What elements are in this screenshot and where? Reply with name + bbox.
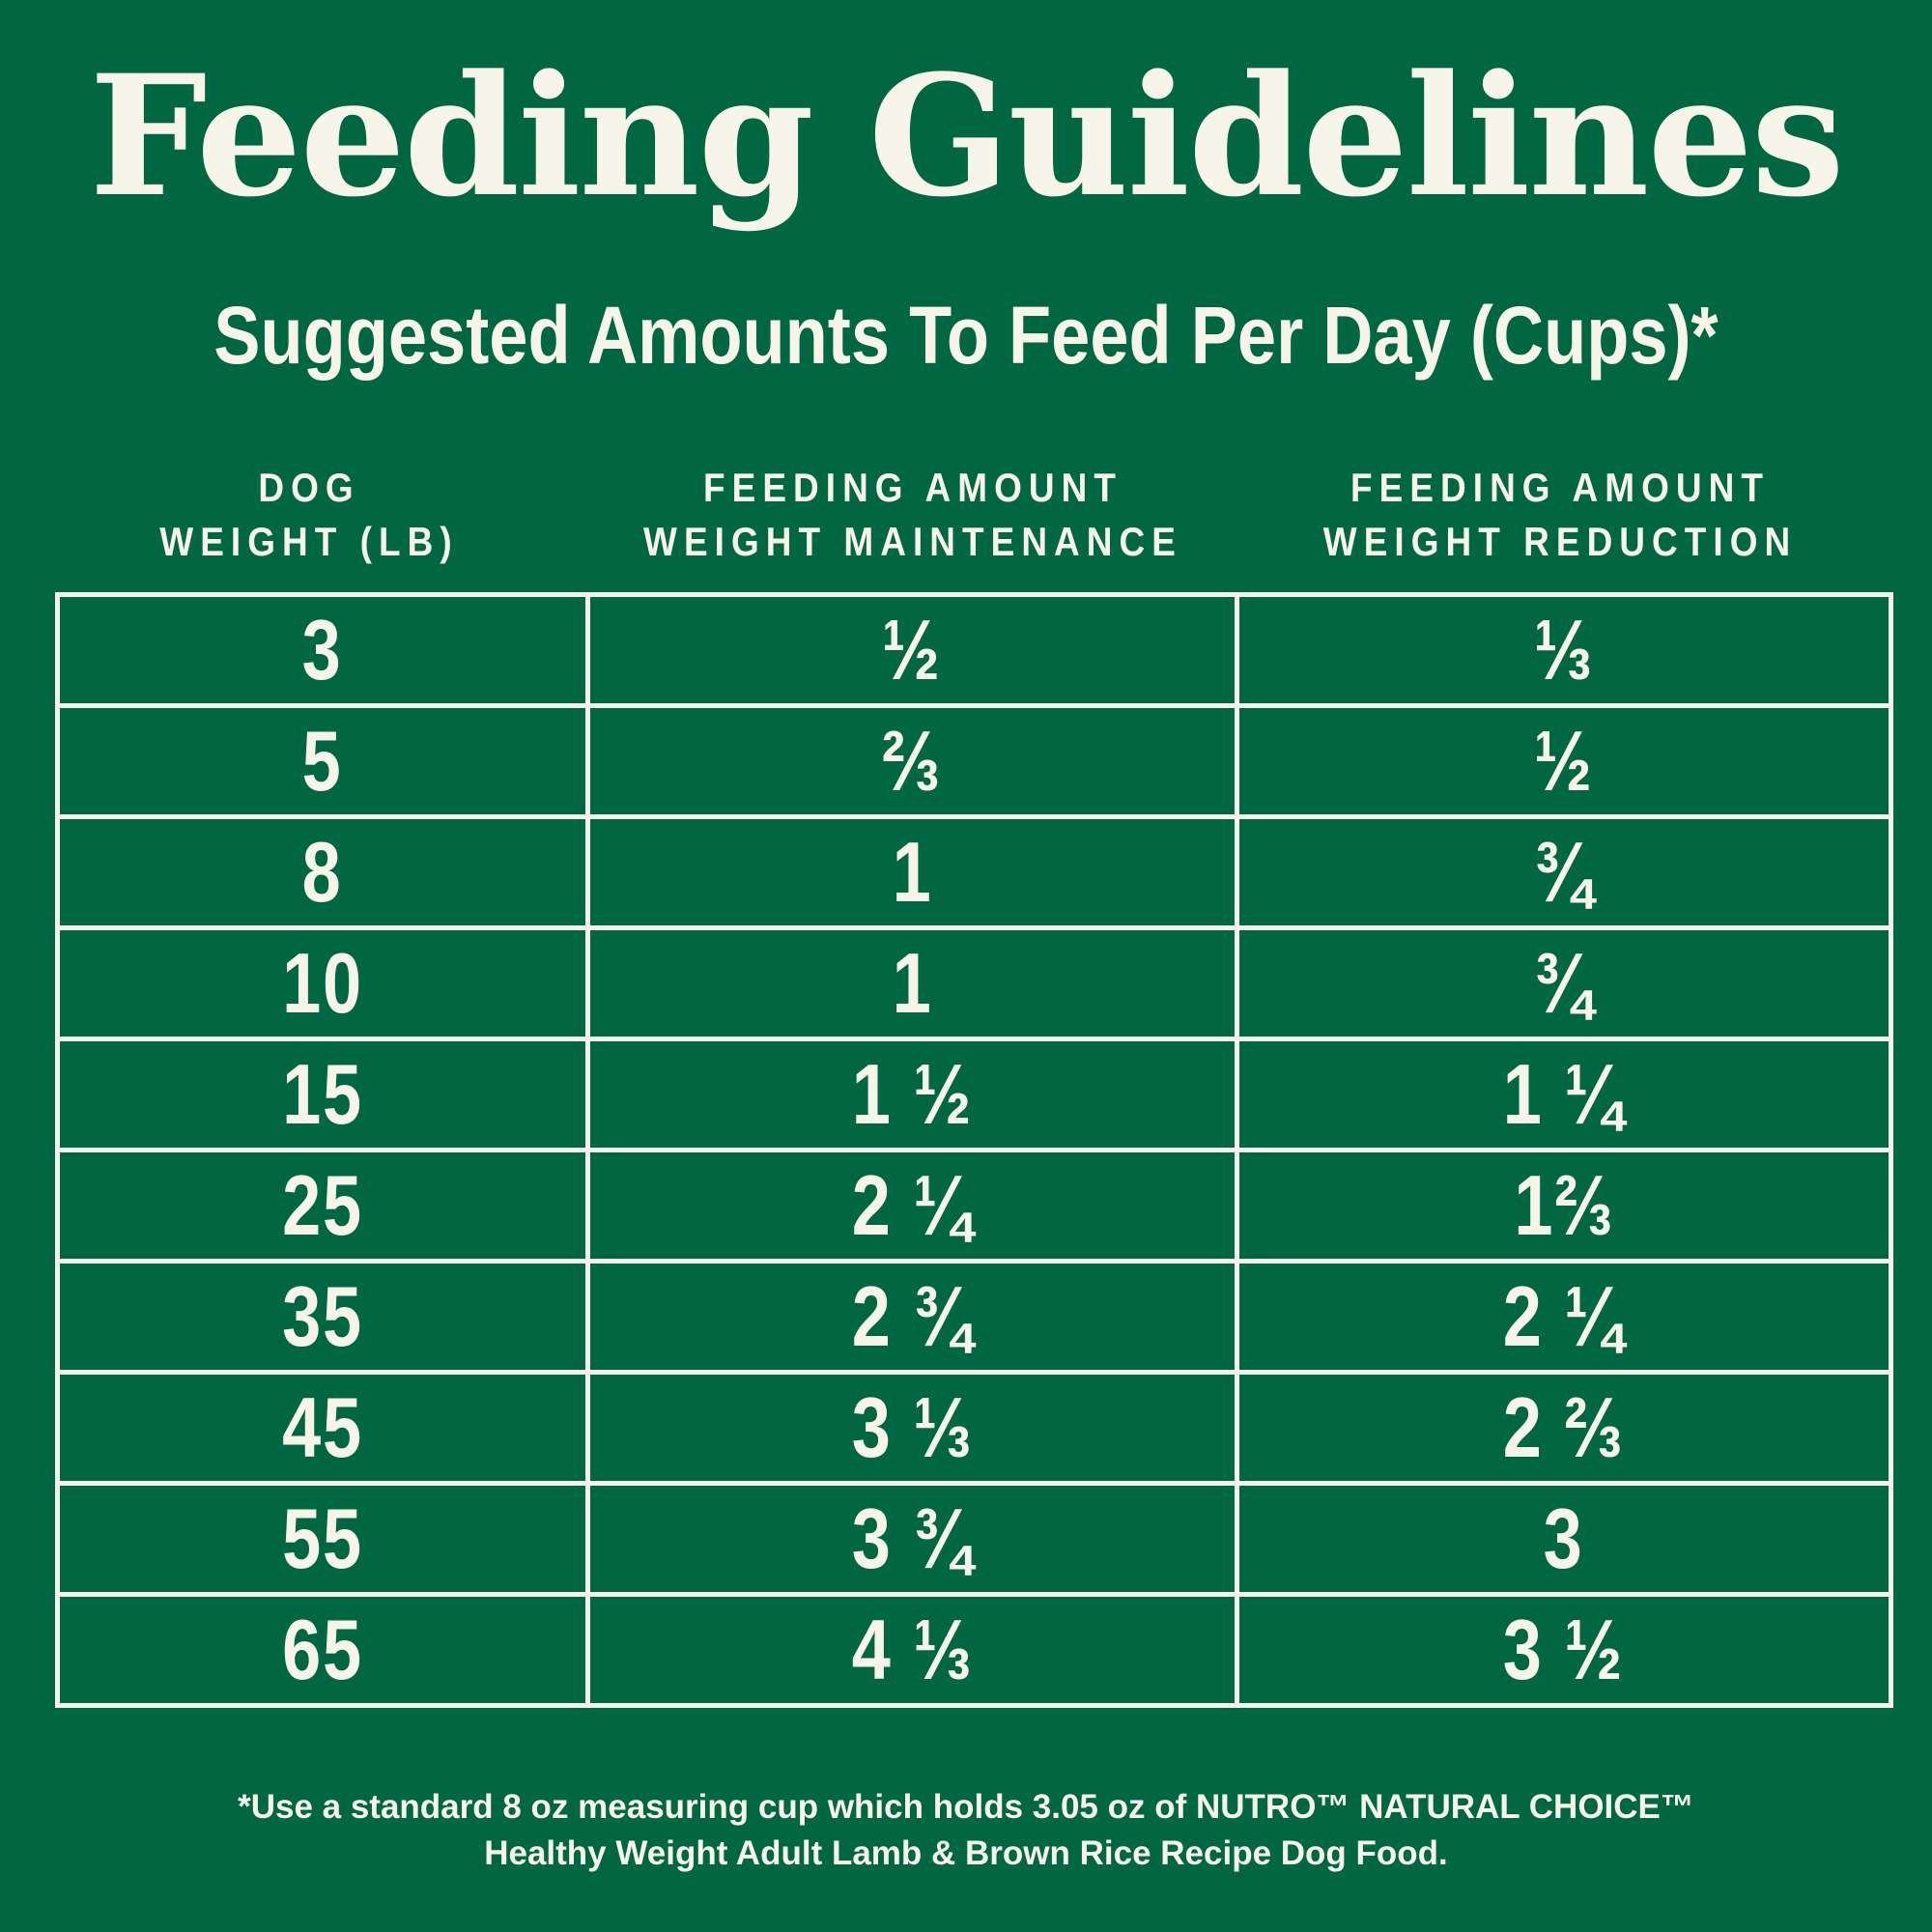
table-cell-reduction: 2 ⅔ xyxy=(1236,1372,1889,1487)
table-cell-dog-weight: 15 xyxy=(60,1038,590,1152)
table-cell-maintenance: 1 xyxy=(587,927,1239,1041)
table-cell-dog-weight: 10 xyxy=(60,927,590,1041)
table-cell-reduction: 2 ¼ xyxy=(1236,1261,1889,1376)
table-row: 45 3 ⅓ 2 ⅔ xyxy=(60,1372,1889,1487)
column-header-dog-weight: DOG WEIGHT (LB) xyxy=(88,461,530,569)
table-row: 35 2 ¾ 2 ¼ xyxy=(60,1261,1889,1376)
table-cell-dog-weight: 45 xyxy=(60,1372,590,1487)
table-cell-reduction: 3 ½ xyxy=(1236,1595,1889,1703)
table-cell-dog-weight: 3 xyxy=(60,597,590,708)
cell-value: 4 ⅓ xyxy=(851,1602,973,1698)
table-row: 55 3 ¾ 3 xyxy=(60,1483,1889,1598)
cell-value: 25 xyxy=(281,1157,363,1253)
cell-value: 2 ⅔ xyxy=(1503,1379,1625,1476)
cell-value: 3 xyxy=(1543,1491,1584,1587)
table-cell-maintenance: 3 ⅓ xyxy=(587,1372,1239,1487)
table-row: 10 1 ¾ xyxy=(60,927,1889,1041)
table-cell-reduction: 3 xyxy=(1236,1483,1889,1598)
cell-value: 45 xyxy=(281,1379,363,1476)
table-cell-maintenance: ⅔ xyxy=(587,705,1239,819)
table-cell-maintenance: 2 ¼ xyxy=(587,1150,1239,1264)
cell-value: 2 ¾ xyxy=(851,1268,973,1365)
table-row: 5 ⅔ ½ xyxy=(60,705,1889,819)
cell-value: 8 xyxy=(301,823,343,920)
cell-value: 2 ¼ xyxy=(1503,1268,1625,1365)
cell-value: ½ xyxy=(882,601,942,697)
cell-value: 55 xyxy=(281,1491,363,1587)
column-header-line-2: WEIGHT REDUCTION xyxy=(1322,519,1798,564)
cell-value: ⅓ xyxy=(1533,601,1594,697)
feeding-table: 3 ½ ⅓ 5 ⅔ ½ 8 1 ¾ 10 1 ¾ xyxy=(55,592,1893,1708)
table-cell-dog-weight: 35 xyxy=(60,1261,590,1376)
column-header-weight-maintenance: FEEDING AMOUNT WEIGHT MAINTENANCE xyxy=(607,461,1219,569)
table-cell-maintenance: 3 ¾ xyxy=(587,1483,1239,1598)
column-header-line-2: WEIGHT (LB) xyxy=(159,519,459,564)
table-cell-dog-weight: 65 xyxy=(60,1594,590,1703)
cell-value: ¾ xyxy=(1533,823,1594,920)
table-cell-maintenance: 1 ½ xyxy=(587,1038,1239,1152)
cell-value: 65 xyxy=(281,1602,363,1698)
table-cell-maintenance: ½ xyxy=(587,597,1239,708)
page-title: Feeding Guidelines xyxy=(89,38,1844,234)
cell-value: 2 ¼ xyxy=(851,1157,973,1253)
cell-value: 3 xyxy=(301,601,343,697)
cell-value: 1 xyxy=(892,823,932,920)
table-cell-maintenance: 4 ⅓ xyxy=(587,1594,1239,1703)
table-row: 8 1 ¾ xyxy=(60,816,1889,930)
table-cell-dog-weight: 8 xyxy=(60,816,590,930)
cell-value: ½ xyxy=(1533,712,1594,809)
column-header-line-2: WEIGHT MAINTENANCE xyxy=(643,519,1182,564)
column-header-weight-reduction: FEEDING AMOUNT WEIGHT REDUCTION xyxy=(1275,461,1845,569)
table-cell-dog-weight: 25 xyxy=(60,1150,590,1264)
cell-value: 1⅔ xyxy=(1513,1157,1614,1253)
table-row: 3 ½ ⅓ xyxy=(60,597,1889,708)
table-cell-reduction: 1 ¼ xyxy=(1236,1038,1889,1152)
column-header-line-1: DOG xyxy=(258,465,360,510)
table-row: 25 2 ¼ 1⅔ xyxy=(60,1150,1889,1264)
table-row: 15 1 ½ 1 ¼ xyxy=(60,1038,1889,1152)
table-cell-reduction: ¾ xyxy=(1236,927,1889,1041)
cell-value: 1 xyxy=(892,934,932,1031)
table-cell-reduction: ⅓ xyxy=(1236,597,1889,708)
footnote-line-2: Healthy Weight Adult Lamb & Brown Rice R… xyxy=(484,1834,1448,1872)
footnote: *Use a standard 8 oz measuring cup which… xyxy=(0,1784,1932,1877)
feeding-table-grid: 3 ½ ⅓ 5 ⅔ ½ 8 1 ¾ 10 1 ¾ xyxy=(60,597,1889,1703)
table-row: 65 4 ⅓ 3 ½ xyxy=(60,1594,1889,1703)
table-cell-reduction: ½ xyxy=(1236,705,1889,819)
cell-value: 35 xyxy=(281,1268,363,1365)
table-cell-maintenance: 2 ¾ xyxy=(587,1261,1239,1376)
footnote-line-1: *Use a standard 8 oz measuring cup which… xyxy=(238,1788,1694,1826)
cell-value: 1 ¼ xyxy=(1503,1045,1625,1142)
cell-value: ⅔ xyxy=(882,712,942,809)
table-cell-dog-weight: 55 xyxy=(60,1483,590,1598)
table-cell-dog-weight: 5 xyxy=(60,705,590,819)
table-cell-reduction: 1⅔ xyxy=(1236,1150,1889,1264)
column-header-line-1: FEEDING AMOUNT xyxy=(1350,465,1770,510)
cell-value: 3 ½ xyxy=(1503,1602,1625,1698)
table-cell-maintenance: 1 xyxy=(587,816,1239,930)
cell-value: 10 xyxy=(281,934,363,1031)
cell-value: ¾ xyxy=(1533,934,1594,1031)
cell-value: 5 xyxy=(301,712,343,809)
cell-value: 3 ¾ xyxy=(851,1491,973,1587)
table-cell-reduction: ¾ xyxy=(1236,816,1889,930)
page-subtitle: Suggested Amounts To Feed Per Day (Cups)… xyxy=(213,290,1719,381)
cell-value: 15 xyxy=(281,1045,363,1142)
column-header-line-1: FEEDING AMOUNT xyxy=(703,465,1122,510)
cell-value: 1 ½ xyxy=(851,1045,973,1142)
cell-value: 3 ⅓ xyxy=(851,1379,973,1476)
